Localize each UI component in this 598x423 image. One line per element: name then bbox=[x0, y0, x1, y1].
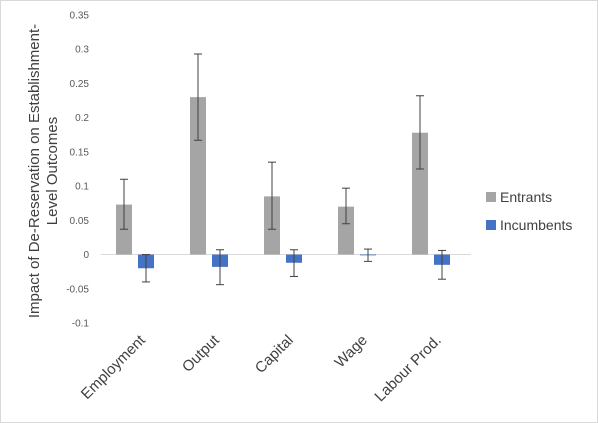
bar-entrants-4 bbox=[412, 132, 428, 255]
category-label: Employment bbox=[78, 331, 150, 403]
y-axis-ticks: -0.1 -0.05 0 0.05 0.1 0.15 0.2 0.25 0.3 0.35 bbox=[66, 11, 89, 330]
y-axis-title-line-1: Impact of De-Reservation on Establishmen… bbox=[26, 24, 43, 318]
y-tick-label: -0.05 bbox=[66, 284, 89, 295]
legend-label-entrants: Entrants bbox=[500, 189, 552, 205]
y-tick-label: 0.25 bbox=[70, 79, 90, 90]
legend-swatch-incumbents bbox=[486, 220, 496, 230]
bar-entrants-3 bbox=[338, 206, 354, 255]
category-label: Capital bbox=[252, 332, 297, 377]
bars bbox=[101, 97, 471, 269]
y-tick-label: 0.1 bbox=[75, 182, 89, 193]
y-tick-label: 0.35 bbox=[70, 11, 90, 22]
y-tick-label: 0.15 bbox=[70, 147, 90, 158]
legend-swatch-entrants bbox=[486, 192, 496, 202]
legend-label-incumbents: Incumbents bbox=[500, 217, 572, 233]
category-label: Wage bbox=[331, 332, 370, 371]
category-label: Output bbox=[179, 331, 223, 375]
category-labels: Employment Output Capital Wage Labour Prod. bbox=[78, 331, 445, 405]
y-tick-label: -0.1 bbox=[72, 319, 90, 330]
y-axis-title-line-2: Level Outcomes bbox=[44, 117, 61, 225]
y-tick-label: 0.3 bbox=[75, 45, 89, 56]
y-axis-title: Impact of De-Reservation on Establishmen… bbox=[26, 24, 61, 318]
category-label: Labour Prod. bbox=[371, 332, 444, 405]
error-bars bbox=[120, 53, 446, 286]
legend: Entrants Incumbents bbox=[486, 189, 572, 233]
y-tick-label: 0.2 bbox=[75, 113, 89, 124]
y-tick-label: 0 bbox=[83, 250, 89, 261]
y-tick-label: 0.05 bbox=[70, 216, 90, 227]
bar-entrants-1 bbox=[190, 97, 206, 255]
